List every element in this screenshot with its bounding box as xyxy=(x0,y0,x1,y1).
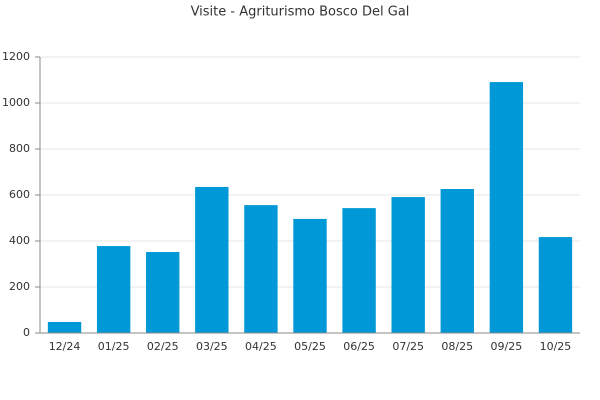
bar xyxy=(342,208,376,333)
y-tick-label: 0 xyxy=(23,326,30,339)
x-tick-label: 06/25 xyxy=(343,340,375,353)
bar xyxy=(195,186,229,333)
y-tick-label: 1000 xyxy=(2,96,30,109)
chart-title: Visite - Agriturismo Bosco Del Gal xyxy=(191,5,410,20)
bar xyxy=(146,252,180,333)
x-tick-label: 05/25 xyxy=(294,340,326,353)
x-tick-label: 04/25 xyxy=(245,340,277,353)
bar xyxy=(538,237,573,333)
bar xyxy=(244,205,278,333)
x-tick-label: 12/24 xyxy=(49,340,81,353)
y-tick-label: 200 xyxy=(9,280,30,293)
bar xyxy=(293,218,327,333)
y-tick-label: 1200 xyxy=(2,50,30,63)
y-tick-label: 600 xyxy=(9,188,30,201)
bar xyxy=(489,82,524,333)
y-tick-label: 800 xyxy=(9,142,30,155)
x-tick-label: 02/25 xyxy=(147,340,179,353)
bar xyxy=(96,246,131,333)
bar xyxy=(391,197,425,333)
x-tick-label: 09/25 xyxy=(491,340,523,353)
x-tick-label: 10/25 xyxy=(540,340,572,353)
y-tick-label: 400 xyxy=(9,234,30,247)
bar xyxy=(47,321,82,333)
bar xyxy=(440,189,474,333)
x-tick-label: 08/25 xyxy=(441,340,473,353)
x-tick-label: 03/25 xyxy=(196,340,228,353)
x-tick-label: 07/25 xyxy=(392,340,424,353)
x-tick-label: 01/25 xyxy=(98,340,130,353)
